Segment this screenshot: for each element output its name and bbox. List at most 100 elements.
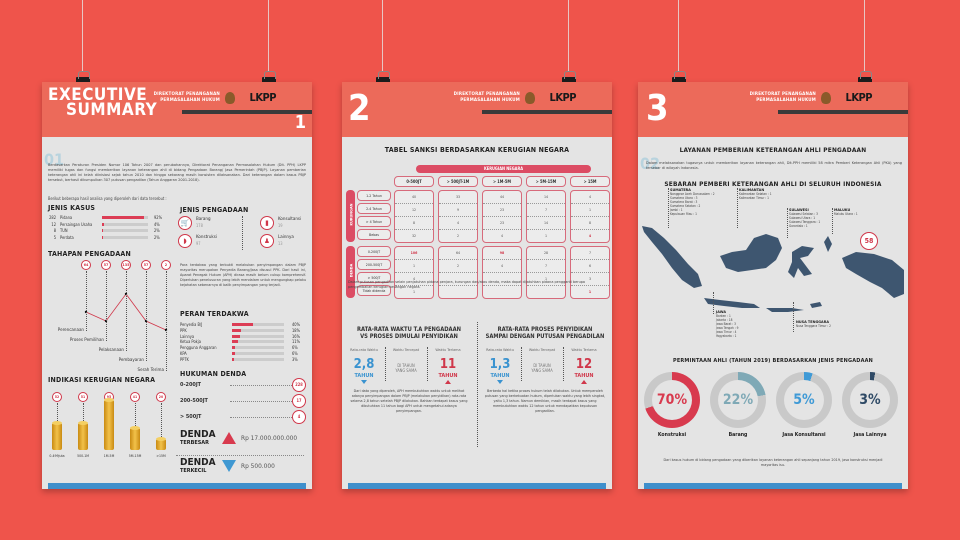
region-item: Sulawesi Tenggara : 1 — [789, 220, 821, 224]
tahapan-label: Serah Terima — [137, 368, 164, 373]
intro-paragraph: Berdasarkan Peraturan Presiden Nomor 106… — [48, 162, 306, 182]
section-number: 01 — [44, 150, 65, 169]
arrow-up-icon — [581, 380, 587, 384]
hukuman-value: 4 — [292, 410, 306, 424]
region-item: Jawa Barat : 3 — [716, 322, 737, 326]
kasus-count: 282 — [49, 215, 56, 220]
pengadaan-value: 178 — [196, 223, 203, 228]
hukuman-value: 17 — [292, 394, 306, 408]
jenis-kasus-chart: 282 Pidana 92% 12 Persaingan Usaha 4% 8 TUN 2% 5 P… — [46, 215, 166, 245]
region-legend: KALIMANTAN Kalimantan Selatan : 1 Kalimant… — [739, 187, 772, 201]
garuda-emblem-icon — [821, 92, 831, 104]
region-legend: JAWA Banten : 1 Jakarta : 18 Jawa Barat : 3… — [716, 310, 738, 339]
peran-pct: 40% — [292, 322, 300, 327]
kasus-label: Persaingan Usaha — [60, 221, 93, 227]
lkpp-logo: LKPP — [249, 91, 277, 104]
row-header: 1-2 Tahun — [357, 190, 391, 201]
region-legend: MALUKU Maluku Utara : 1 — [834, 208, 858, 217]
poster-header: 3 DIREKTORAT PENANGANAN PERMASALAHAN HUKU… — [638, 82, 908, 137]
pengadaan-value: 97 — [196, 241, 201, 246]
stat-col-header: Waktu Tercepat — [528, 347, 556, 352]
indikasi-chart: 52 0-499Juta 51 500-1M 95 1M-5M 41 5M-15M 20 >15M — [42, 384, 174, 464]
peran-label: KPA — [180, 351, 187, 356]
hukuman-value: 228 — [292, 378, 306, 392]
poster-header: EXECUTIVE SUMMARY DIREKTORAT PENANGANAN P… — [42, 82, 312, 137]
peran-pct: 6% — [292, 345, 298, 351]
hukuman-label: 200-500JT — [180, 398, 208, 404]
peran-pct: 16% — [292, 333, 300, 339]
coin-stack-icon — [130, 426, 140, 450]
table-column-cell: 106 1 4 1 — [394, 246, 434, 299]
region-item: Nusa Tenggara Timur : 2 — [796, 324, 832, 328]
stat-average: 1,3 — [489, 357, 511, 372]
stat-unit: TAHUN — [354, 373, 374, 379]
peran-label: PPTK — [180, 356, 189, 362]
stat-average: 2,8 — [353, 357, 375, 372]
indonesia-map — [642, 226, 904, 312]
lkpp-logo: LKPP — [845, 91, 873, 104]
peran-bar — [232, 334, 284, 338]
column-header: > 5M-15M — [526, 176, 566, 187]
poster-tabel-sanksi: 2 DIREKTORAT PENANGANAN PERMASALAHAN HUKU… — [342, 82, 612, 489]
peran-pct: 6% — [292, 351, 298, 356]
row-header: > 500JT — [357, 272, 391, 283]
directorate-label: DIREKTORAT PENANGANAN PERMASALAHAN HUKUM — [749, 92, 816, 103]
stat-col-header: Rata-rata Waktu — [486, 347, 514, 352]
donut-label: Jasa Lainnya — [853, 432, 887, 438]
tahapan-value: 2 — [161, 260, 171, 270]
arrow-up-icon — [445, 380, 451, 384]
donut-chart: 3% — [842, 372, 898, 428]
tahapan-label: Pelaksanaan — [98, 348, 124, 353]
lead-text: Berikut beberapa hasil analisa yang dipe… — [48, 196, 167, 201]
region-name: KALIMANTAN — [739, 187, 765, 192]
stat-col-header: Waktu Tercepat — [392, 347, 420, 352]
tahapan-value: 57 — [141, 260, 151, 270]
hukuman-label: > 500JT — [180, 414, 202, 420]
briefcase-icon: ▮ — [260, 216, 274, 230]
stat-panel-right: RATA-RATA PROSES PENYIDIKAN SAMPAI DENGAN… — [480, 327, 610, 457]
tahapan-label: Pembayaran — [118, 358, 144, 363]
peran-label: Penyedia B/J — [180, 322, 203, 327]
stat-col-header: Rata-rata Waktu — [350, 347, 378, 352]
stat-longest: 11 — [439, 357, 457, 372]
peran-label: Ketua Pokja — [180, 339, 201, 345]
pengadaan-label: Konstruksi — [196, 235, 217, 240]
sanksi-table: 0-500JT > 500JT-1M > 1M-5M > 5M-15M > 15M KUR… — [342, 176, 612, 299]
region-item: Maluku Utara : 1 — [834, 212, 858, 216]
peran-label: Lainnya — [180, 333, 195, 339]
column-header: > 1M-5M — [482, 176, 522, 187]
donut-label: Konstruksi — [657, 432, 687, 438]
title-line-2: SUMMARY — [66, 100, 158, 120]
title-line-1: EXECUTIVE — [48, 85, 148, 105]
requests-title: PERMINTAAN AHLI (TAHUN 2019) BERDASARKAN… — [673, 358, 873, 364]
directorate-label: DIREKTORAT PENANGANAN PERMASALAHAN HUKUM — [153, 92, 220, 103]
region-name: NUSA TENGGARA — [796, 319, 829, 324]
hanging-string — [568, 0, 569, 72]
region-item: Sulawesi Selatan : 3 — [789, 212, 818, 216]
region-item: Gorontalo : 1 — [789, 224, 808, 228]
coin-stack-icon — [104, 398, 114, 450]
tahapan-title: TAHAPAN PENGADAAN — [48, 250, 131, 258]
peran-chart: Penyedia B/J 40% PPK 18% Lainnya 16% Ketua Pok… — [180, 322, 308, 367]
stat-col-header: Waktu Terlama — [435, 347, 461, 352]
stat-longest: 12 — [575, 357, 593, 372]
peran-bar — [232, 346, 284, 350]
hanging-string — [678, 0, 679, 72]
footer-note: Dari kasus hukum di bidang pengadaan yan… — [663, 457, 883, 467]
table-column-cell: 44 23 23 4 — [482, 190, 522, 243]
stat-fastest: DI TAHUN YANG SAMA — [531, 363, 553, 373]
header-bar — [778, 110, 908, 114]
arrow-down-icon — [497, 380, 503, 384]
stat-col-header: Waktu Terlama — [571, 347, 597, 352]
column-header: > 15M — [570, 176, 610, 187]
region-item: Sumatera Selatan : 2 — [670, 204, 701, 208]
stat-unit: TAHUN — [574, 373, 594, 379]
peran-pct: 11% — [292, 339, 300, 345]
region-name: SUMATERA — [670, 187, 691, 192]
stat-fastest: DI TAHUN YANG SAMA — [395, 363, 417, 373]
region-item: Jakarta : 18 — [716, 318, 733, 322]
triangle-up-icon — [222, 432, 236, 444]
donut-chart: 70% — [644, 372, 700, 428]
tahapan-value: 57 — [101, 260, 111, 270]
